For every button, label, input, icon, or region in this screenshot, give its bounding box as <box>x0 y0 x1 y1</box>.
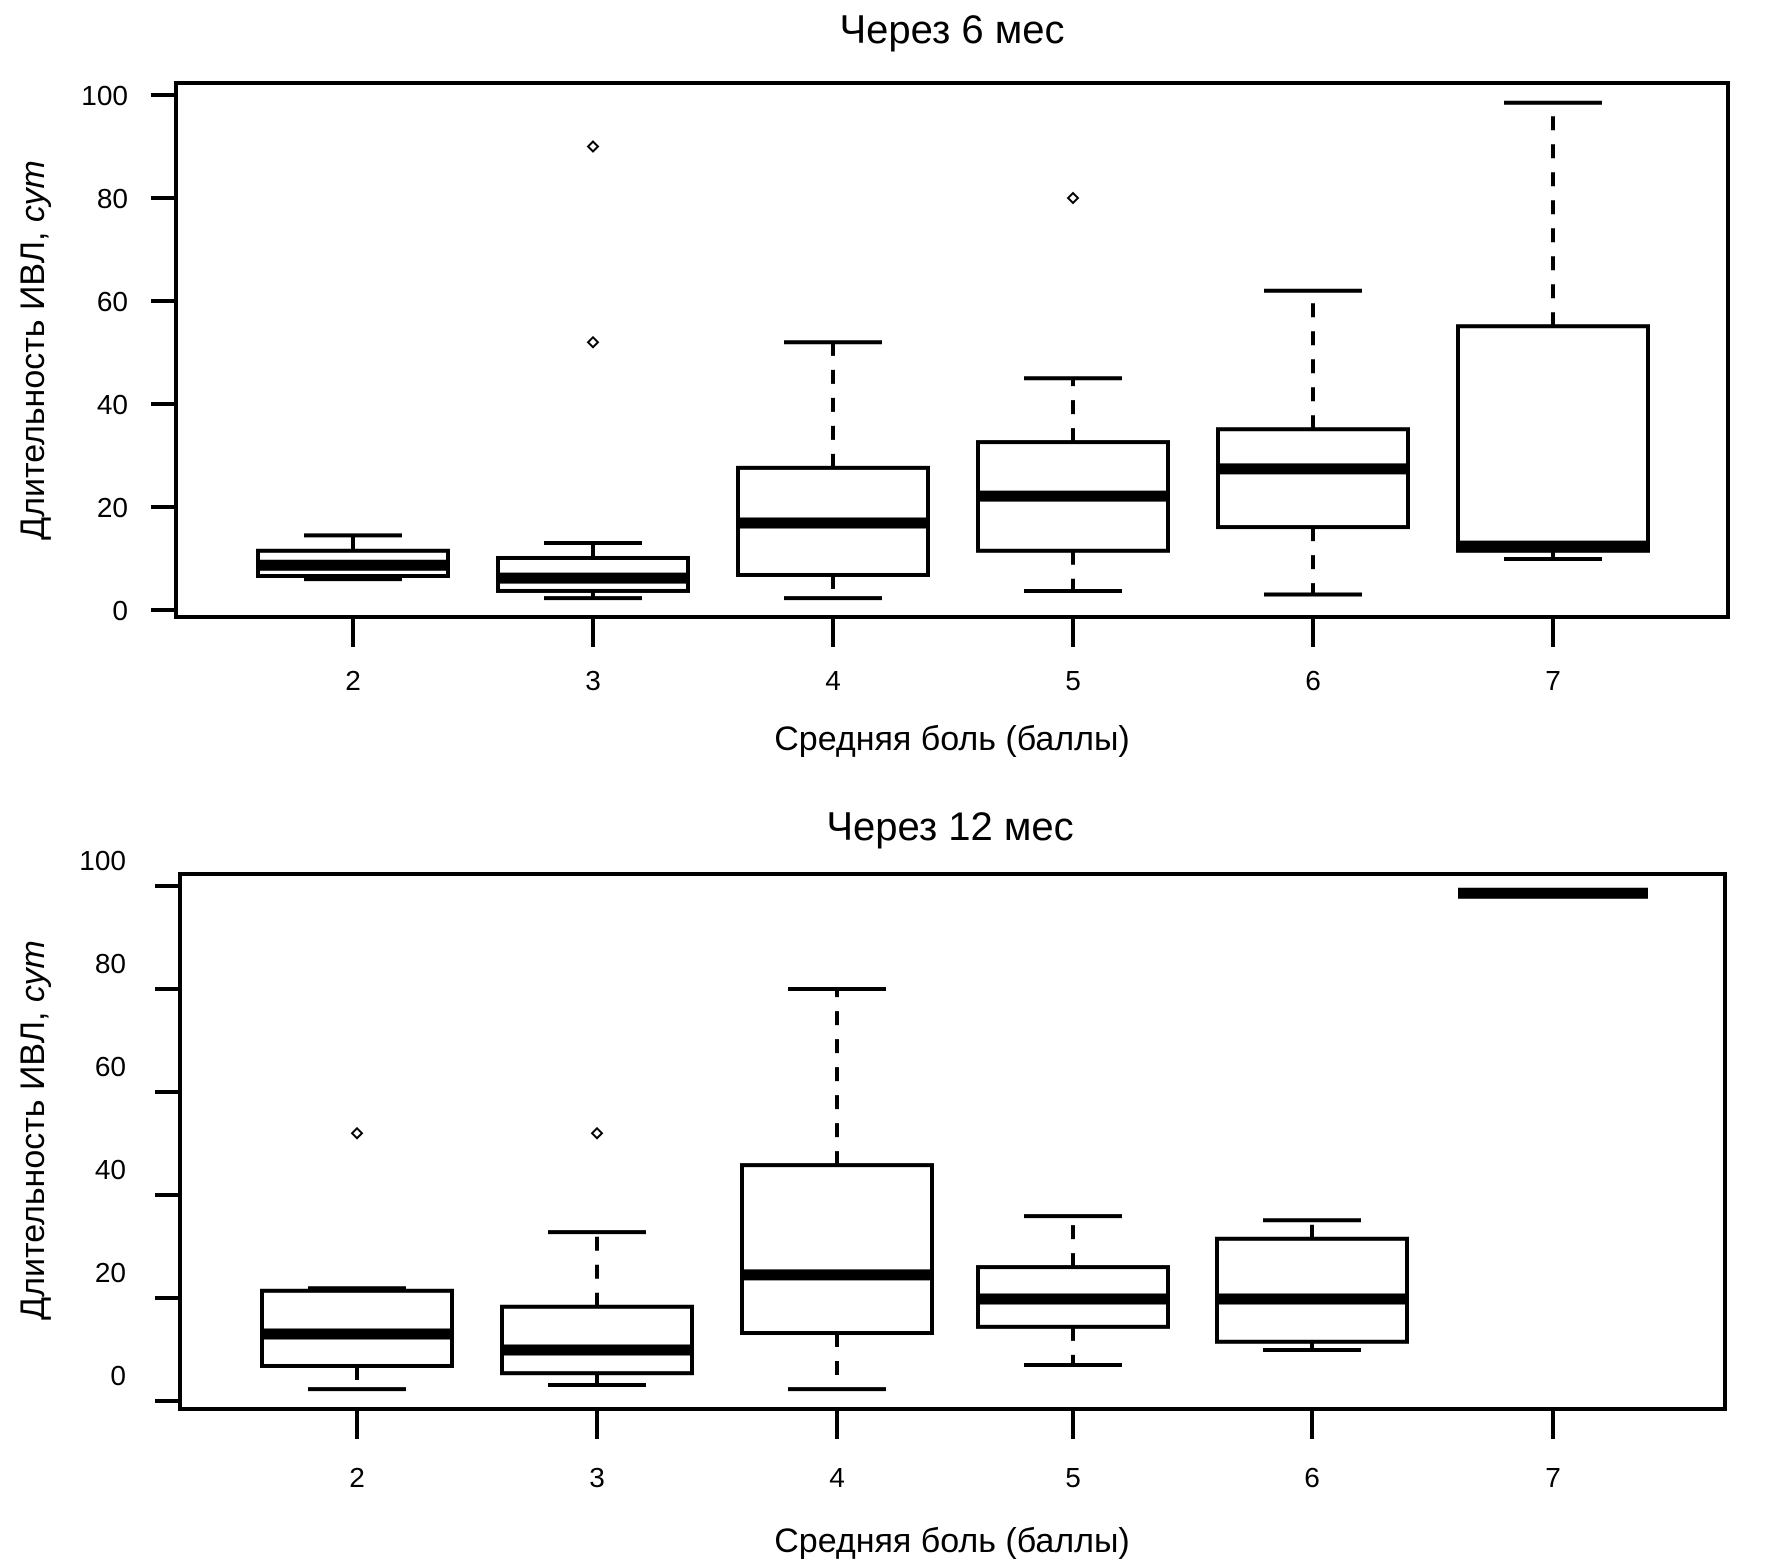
y-tick-label: 100 <box>79 845 126 876</box>
y-axis-label-unit: сут <box>14 940 52 1002</box>
y-tick-label: 40 <box>97 389 128 420</box>
iqr-box <box>500 1304 694 1376</box>
box-group-6 <box>1215 1218 1409 1353</box>
iqr-box <box>740 1163 934 1336</box>
x-tick-label: 3 <box>589 1462 605 1493</box>
y-tick-label: 0 <box>110 1360 126 1391</box>
y-tick-label: 80 <box>95 948 126 979</box>
boxes <box>256 100 1650 601</box>
outlier-point <box>350 1126 364 1140</box>
y-axis: 0 20 40 60 80 100 <box>81 80 176 626</box>
x-tick-label: 3 <box>585 665 601 696</box>
x-tick-label: 2 <box>349 1462 365 1493</box>
x-tick-label: 4 <box>829 1462 845 1493</box>
plot-frame <box>178 872 1727 1411</box>
box-group-2 <box>256 533 450 582</box>
y-tick-label: 20 <box>97 492 128 523</box>
y-axis: 0 20 40 60 80 100 <box>79 845 180 1403</box>
y-tick-label: 100 <box>81 80 128 111</box>
boxes <box>260 887 1648 1392</box>
chart-title: Через 12 мес <box>826 805 1073 849</box>
box-group-6 <box>1216 288 1410 597</box>
y-axis-label-main: Длительность ИВЛ, <box>14 222 52 540</box>
x-axis: 2 3 4 5 6 7 <box>349 1410 1561 1493</box>
y-tick-label: 0 <box>112 595 128 626</box>
box-group-4 <box>736 340 930 601</box>
y-axis-label: Длительность ИВЛ, сут <box>14 160 52 540</box>
x-tick-label: 5 <box>1065 1462 1081 1493</box>
x-axis-label: Средняя боль (баллы) <box>774 720 1130 758</box>
outlier-point <box>1066 191 1080 205</box>
y-tick-label: 20 <box>95 1257 126 1288</box>
iqr-box <box>1456 324 1650 553</box>
box-group-5 <box>976 191 1170 593</box>
box-group-7 <box>1456 100 1650 562</box>
x-axis: 2 3 4 5 6 7 <box>345 619 1561 696</box>
y-tick-label: 60 <box>95 1051 126 1082</box>
y-axis-label: Длительность ИВЛ, сут <box>14 940 52 1320</box>
iqr-box <box>260 1288 454 1368</box>
y-tick-label: 80 <box>97 183 128 214</box>
box-group-5 <box>976 1214 1170 1367</box>
x-tick-label: 2 <box>345 665 361 696</box>
iqr-box <box>1216 427 1410 530</box>
box-group-4 <box>740 987 934 1392</box>
iqr-box <box>1215 1236 1409 1344</box>
plot-frame <box>174 81 1730 619</box>
y-tick-label: 60 <box>97 286 128 317</box>
outlier-point <box>586 140 600 153</box>
x-tick-label: 6 <box>1305 665 1321 696</box>
x-tick-label: 7 <box>1545 1462 1561 1493</box>
x-axis-label: Средняя боль (баллы) <box>774 1522 1130 1560</box>
y-tick-label: 40 <box>95 1154 126 1185</box>
x-tick-label: 7 <box>1545 665 1561 696</box>
box-group-3 <box>500 1126 694 1388</box>
x-tick-label: 5 <box>1065 665 1081 696</box>
outlier-point <box>586 335 600 349</box>
x-tick-label: 6 <box>1304 1462 1320 1493</box>
y-axis-label-unit: сут <box>14 160 52 222</box>
box-group-2 <box>260 1126 454 1392</box>
x-tick-label: 4 <box>825 665 841 696</box>
outlier-point <box>590 1126 604 1140</box>
chart-title: Через 6 мес <box>839 8 1064 52</box>
panel-12-months: Через 12 мес Средняя боль (баллы) Длител… <box>14 805 1727 1560</box>
panel-6-months: Через 6 мес Средняя боль (баллы) Длитель… <box>14 8 1730 758</box>
box-group-3 <box>496 140 690 601</box>
y-axis-label-main: Длительность ИВЛ, <box>14 1002 52 1320</box>
